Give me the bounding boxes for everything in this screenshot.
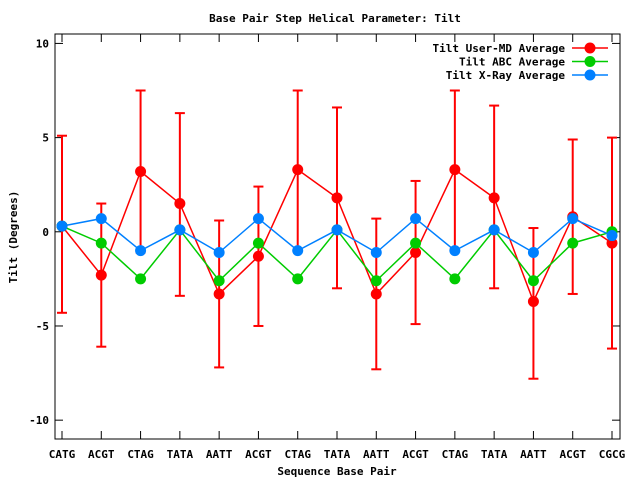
data-point	[56, 220, 68, 232]
data-point	[606, 230, 618, 242]
x-tick-label: ACGT	[559, 448, 586, 461]
data-point	[488, 192, 500, 204]
x-tick-label: AATT	[206, 448, 233, 461]
data-point	[213, 288, 225, 300]
data-point	[449, 245, 461, 257]
series-points	[56, 164, 618, 307]
x-tick-label: ACGT	[245, 448, 272, 461]
x-tick-label: CATG	[49, 448, 76, 461]
data-point	[567, 237, 579, 249]
data-point	[449, 273, 461, 285]
data-point	[370, 275, 382, 287]
data-point	[527, 275, 539, 287]
data-point	[174, 224, 186, 236]
chart-title: Base Pair Step Helical Parameter: Tilt	[209, 12, 461, 25]
data-point	[527, 295, 539, 307]
data-point	[95, 237, 107, 249]
data-point	[135, 166, 147, 178]
data-point	[292, 245, 304, 257]
data-point	[527, 247, 539, 259]
data-point	[135, 245, 147, 257]
data-point	[213, 247, 225, 259]
data-point	[331, 224, 343, 236]
x-axis-ticks: CATG ACGT CTAG TATA AATT ACGT CTAG TATA AATT ACGT…	[49, 34, 626, 461]
x-tick-label: CTAG	[442, 448, 469, 461]
x-tick-label: CGCG	[599, 448, 626, 461]
legend-label: Tilt ABC Average	[459, 56, 565, 69]
data-point	[292, 273, 304, 285]
x-tick-label: AATT	[520, 448, 547, 461]
legend-label: Tilt User-MD Average	[433, 42, 566, 55]
x-tick-label: AATT	[363, 448, 390, 461]
legend-marker	[584, 69, 596, 81]
data-point	[135, 273, 147, 285]
y-tick-label: -5	[36, 320, 49, 333]
x-tick-label: TATA	[167, 448, 194, 461]
data-point	[331, 192, 343, 204]
data-point	[410, 237, 422, 249]
x-tick-label: TATA	[324, 448, 351, 461]
x-tick-label: ACGT	[402, 448, 429, 461]
data-point	[252, 213, 264, 225]
data-point	[213, 275, 225, 287]
legend-label: Tilt X-Ray Average	[446, 69, 566, 82]
x-axis-label: Sequence Base Pair	[277, 465, 397, 478]
x-tick-label: ACGT	[88, 448, 115, 461]
data-point	[606, 237, 618, 249]
data-point	[252, 250, 264, 262]
x-tick-label: CTAG	[284, 448, 311, 461]
legend-marker	[584, 56, 596, 67]
data-point	[95, 213, 107, 225]
data-point	[174, 198, 186, 210]
data-point	[567, 213, 579, 225]
data-point	[488, 224, 500, 236]
data-point	[370, 288, 382, 300]
data-point	[410, 247, 422, 259]
y-tick-label: 5	[42, 132, 49, 145]
x-tick-label: TATA	[481, 448, 508, 461]
y-tick-label: 10	[36, 37, 49, 50]
legend-marker	[584, 42, 596, 54]
y-axis-label: Tilt (Degrees)	[7, 191, 20, 284]
data-point	[252, 237, 264, 249]
y-tick-label: -10	[29, 414, 49, 427]
data-point	[370, 247, 382, 259]
data-point	[95, 269, 107, 281]
data-point	[449, 164, 461, 176]
data-point	[410, 213, 422, 225]
y-tick-label: 0	[42, 226, 49, 239]
x-tick-label: CTAG	[127, 448, 154, 461]
data-point	[292, 164, 304, 176]
